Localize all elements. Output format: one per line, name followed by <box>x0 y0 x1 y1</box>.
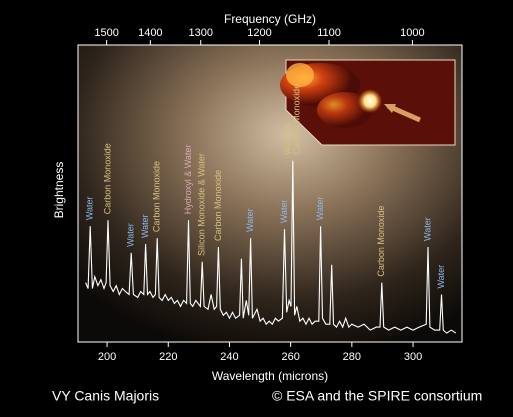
x2-axis-label: Frequency (GHz) <box>224 12 316 26</box>
line-annotation: Hydroxyl & Water <box>183 145 193 215</box>
x2-tick-label: 1200 <box>247 27 271 39</box>
x-tick-label: 280 <box>343 351 361 363</box>
line-annotation: Water <box>85 196 95 220</box>
chart-title: VY Canis Majoris <box>52 388 159 404</box>
line-annotation: Water <box>422 217 432 241</box>
x-tick-label: 240 <box>220 351 238 363</box>
line-annotation: Water <box>315 196 325 220</box>
line-annotation: Carbon Monoxide <box>376 206 386 277</box>
x2-tick-label: 1400 <box>138 27 162 39</box>
line-annotation: Water <box>279 199 289 223</box>
x-tick-label: 300 <box>404 351 422 363</box>
x2-tick-label: 1500 <box>94 27 118 39</box>
chart: Frequency (GHz) Wavelength (microns) Bri… <box>0 0 513 412</box>
line-annotation: Water <box>126 223 136 247</box>
line-annotation: Water <box>436 265 446 289</box>
x-tick-label: 260 <box>281 351 299 363</box>
line-annotation: Water <box>245 208 255 232</box>
x2-tick-label: 1100 <box>317 27 341 39</box>
line-annotation: Carbon Monoxide <box>102 143 112 214</box>
line-annotation: Silicon Monoxide & Water <box>197 153 207 256</box>
credit: © ESA and the SPIRE consortium <box>272 388 482 404</box>
line-annotation: Carbon Monoxide <box>292 84 302 155</box>
line-annotation: Water <box>140 214 150 238</box>
x-tick-label: 200 <box>98 351 116 363</box>
y-axis-label: Brightness <box>52 162 66 219</box>
x-tick-label: 220 <box>159 351 177 363</box>
x2-tick-label: 1300 <box>188 27 212 39</box>
x2-tick-label: 1000 <box>400 27 424 39</box>
line-annotation: Carbon Monoxide <box>152 161 162 232</box>
x-axis-label: Wavelength (microns) <box>212 369 328 383</box>
line-annotation: Carbon Monoxide <box>213 170 223 241</box>
